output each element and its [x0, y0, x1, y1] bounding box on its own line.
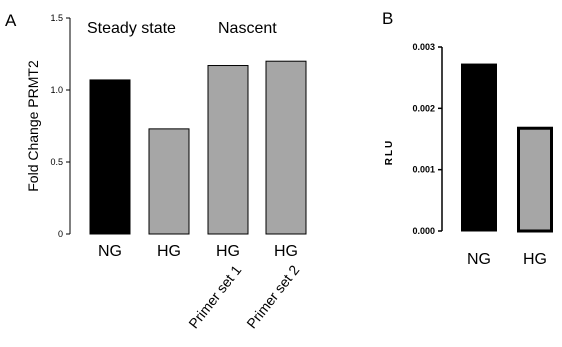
panel-a-primer-label: Primer set 1: [185, 262, 244, 331]
panel-a-letter: A: [5, 11, 17, 30]
panel-a-bar: [265, 60, 307, 235]
panel-a-bar: [148, 128, 190, 235]
group-label-nascent: Nascent: [218, 20, 277, 37]
panel-b-y-axis-label: RLU: [384, 139, 395, 166]
panel-a-bar: [89, 79, 131, 235]
panel-b-category-label: NG: [467, 251, 491, 268]
panel-b-y-tick-label: 0.000: [412, 226, 435, 236]
panel-a-y-tick-label: 0: [58, 229, 63, 239]
panel-a-primer-label: Primer set 2: [243, 262, 302, 331]
panel-b-letter: B: [382, 9, 393, 28]
panel-a-bar: [207, 65, 249, 235]
panel-a-category-label: HG: [216, 243, 240, 260]
panel-b-y-tick-label: 0.001: [412, 165, 435, 175]
panel-a-category-label: HG: [157, 243, 181, 260]
panel-b-bar: [461, 63, 497, 232]
panel-b-y-tick-label: 0.002: [412, 103, 435, 113]
panel-b-category-label: HG: [523, 251, 547, 268]
panel-a-category-label: NG: [98, 243, 122, 260]
panel-b-bar: [517, 126, 553, 233]
panel-a-y-tick-label: 0.5: [50, 157, 63, 167]
panel-b-plot: 0.000 0.001 0.002 0.003 NG HG: [412, 42, 553, 268]
panel-a-y-tick-label: 1.5: [50, 13, 63, 23]
panel-b-y-tick-label: 0.003: [412, 42, 435, 52]
group-label-steady-state: Steady state: [87, 20, 176, 37]
panel-a-y-axis-label: Fold Change PRMT2: [25, 60, 41, 192]
panel-a-y-tick-label: 1.0: [50, 85, 63, 95]
panel-a-category-label: HG: [274, 243, 298, 260]
